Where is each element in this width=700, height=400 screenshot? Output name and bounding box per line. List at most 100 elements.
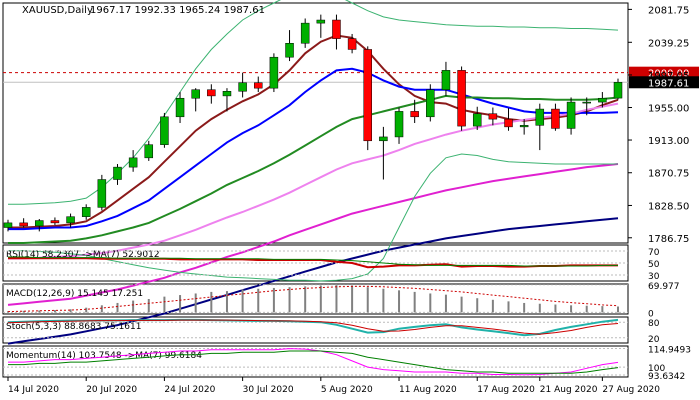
candle-body bbox=[35, 220, 44, 227]
candle-body bbox=[582, 101, 591, 104]
candle-body bbox=[535, 108, 545, 126]
indicator-panels: RSI(14) 58.2307 ->MA(7) 52.9012 70 50 30 MAC… bbox=[3, 248, 691, 382]
overlay-bb-upper bbox=[8, 0, 619, 205]
candle-body bbox=[97, 179, 107, 208]
candle-body bbox=[66, 216, 75, 224]
date-tick-label: 30 Jul 2020 bbox=[243, 385, 294, 395]
candle-body bbox=[207, 89, 216, 97]
candle-body bbox=[316, 19, 326, 24]
candle-body bbox=[332, 19, 341, 39]
panel-tick-label: 80 bbox=[648, 319, 660, 329]
ohlc-readout: 1967.17 1992.33 1965.24 1987.61 bbox=[90, 5, 265, 16]
overlay-ma-green bbox=[8, 94, 619, 244]
date-tick-label: 11 Aug 2020 bbox=[399, 385, 457, 395]
price-tick-label: 1913.00 bbox=[648, 136, 689, 147]
panel-label-rsi: RSI(14) 58.2307 ->MA(7) 52.9012 bbox=[6, 250, 160, 260]
candle-body bbox=[300, 22, 310, 44]
price-tick-label: 1786.75 bbox=[648, 234, 689, 245]
panel-label-momentum: Momentum(14) 103.7548 ->MA(7) 99.6184 bbox=[6, 351, 202, 361]
candle-body bbox=[254, 82, 263, 89]
candle-body bbox=[441, 70, 451, 90]
candle-body bbox=[191, 89, 200, 99]
date-axis: 14 Jul 2020 20 Jul 2020 24 Jul 2020 30 Jul … bbox=[7, 377, 660, 395]
panel-tick-label: 50 bbox=[648, 260, 660, 270]
panel-tick-label: 93.6342 bbox=[648, 372, 685, 382]
last-price-box bbox=[629, 76, 699, 89]
date-tick-label: 17 Aug 2020 bbox=[477, 385, 535, 395]
date-tick-label: 21 Aug 2020 bbox=[540, 385, 598, 395]
candle-body bbox=[457, 70, 466, 127]
panel-frame-macd bbox=[2, 283, 629, 315]
symbol-title: XAUUSD,Daily bbox=[22, 5, 93, 16]
date-tick-label: 24 Jul 2020 bbox=[164, 385, 215, 395]
last-price-label: 1987.61 bbox=[648, 78, 689, 89]
candle-body bbox=[504, 118, 513, 128]
level-label-box bbox=[629, 66, 699, 79]
date-tick-label: 14 Jul 2020 bbox=[8, 385, 59, 395]
candle-body bbox=[519, 125, 529, 128]
price-tick-label: 1997.05 bbox=[648, 71, 689, 82]
candle-body bbox=[551, 108, 560, 129]
candle-body bbox=[160, 116, 169, 145]
candle-body bbox=[394, 111, 404, 138]
indicator-line-rsi bbox=[8, 256, 618, 267]
candle-body bbox=[566, 101, 576, 129]
candle-body bbox=[285, 43, 294, 58]
price-tick-label: 2039.25 bbox=[648, 38, 689, 49]
candle-body bbox=[347, 38, 357, 50]
panel-tick-label: 114.9493 bbox=[648, 346, 691, 356]
panel-tick-label: 30 bbox=[648, 272, 660, 282]
overlay-bb-lower bbox=[8, 153, 618, 282]
indicator-line-momentum bbox=[8, 350, 619, 374]
level-label: 2000.00 bbox=[648, 69, 689, 80]
candle-body bbox=[175, 97, 185, 118]
panel-label-macd: MACD(12,26,9) 15.145 17.251 bbox=[6, 289, 143, 299]
date-tick-label: 5 Aug 2020 bbox=[321, 385, 373, 395]
candle-body bbox=[50, 220, 60, 224]
macd-signal-line bbox=[7, 285, 619, 313]
candle-body bbox=[222, 91, 232, 97]
candle-body bbox=[269, 56, 279, 89]
price-panel-frame bbox=[2, 2, 629, 244]
candle-body bbox=[363, 49, 372, 142]
price-axis: 2081.75 2039.25 1997.05 1955.00 1913.00 1870.… bbox=[628, 5, 689, 245]
candle-body bbox=[410, 111, 419, 118]
overlay-ma-violet bbox=[8, 102, 619, 260]
candle-body bbox=[472, 113, 482, 127]
price-tick-label: 1870.75 bbox=[648, 169, 689, 180]
candle-body bbox=[426, 89, 435, 118]
candle-body bbox=[113, 166, 122, 180]
candle-body bbox=[598, 97, 607, 103]
panel-tick-label: 70 bbox=[648, 248, 660, 258]
panel-frame-stoch bbox=[2, 316, 629, 344]
panel-frame-momentum bbox=[2, 345, 629, 378]
candle-body bbox=[613, 82, 623, 99]
panel-tick-label: 69.977 bbox=[648, 282, 680, 292]
indicator-line-momentum bbox=[8, 348, 619, 376]
price-tick-label: 1955.00 bbox=[648, 104, 689, 115]
overlay-ma-magenta bbox=[7, 163, 619, 306]
date-tick-label: 27 Aug 2020 bbox=[602, 385, 660, 395]
price-tick-label: 1828.50 bbox=[648, 201, 689, 212]
indicator-line-stoch bbox=[7, 319, 619, 335]
overlay-ma-navy bbox=[7, 217, 619, 345]
price-tick-label: 2081.75 bbox=[648, 5, 689, 16]
candle-body bbox=[3, 222, 13, 228]
candle-body bbox=[238, 82, 247, 92]
panel-tick-label: 0 bbox=[648, 309, 654, 319]
panel-tick-label: 20 bbox=[648, 335, 660, 345]
panel-tick-label: 100 bbox=[648, 364, 665, 374]
candle-body bbox=[19, 222, 28, 227]
overlay-ma-blue bbox=[8, 67, 619, 231]
candle-body bbox=[81, 207, 91, 217]
date-tick-label: 20 Jul 2020 bbox=[86, 385, 137, 395]
candle-body bbox=[488, 113, 498, 120]
candle-body bbox=[379, 136, 388, 142]
indicator-line-rsi bbox=[8, 257, 618, 269]
candle-body bbox=[128, 157, 138, 168]
candle-body bbox=[144, 144, 154, 159]
panel-label-stoch: Stoch(5,3,3) 88.8683 75.1611 bbox=[6, 322, 141, 332]
overlay-ma-darkred bbox=[8, 34, 619, 229]
